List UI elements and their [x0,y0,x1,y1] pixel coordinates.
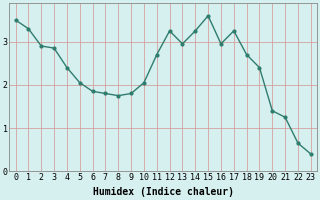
X-axis label: Humidex (Indice chaleur): Humidex (Indice chaleur) [93,187,234,197]
